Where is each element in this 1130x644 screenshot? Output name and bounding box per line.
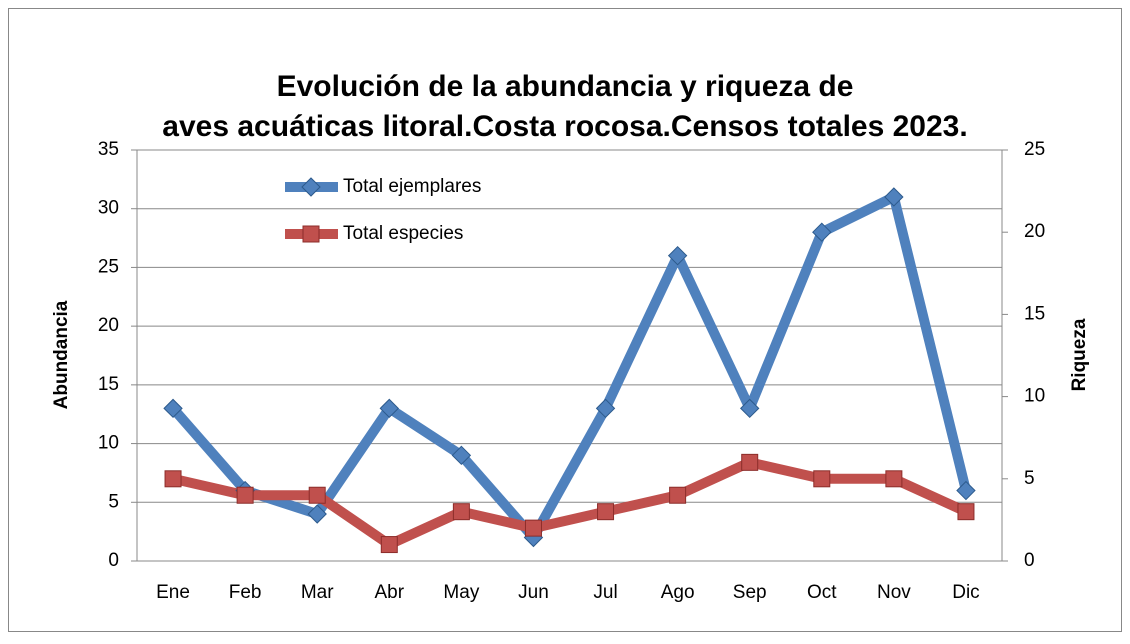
y-axis-label: Abundancia — [51, 300, 72, 409]
x-tick-label: Mar — [301, 582, 334, 603]
data-point — [308, 486, 326, 504]
series-line — [169, 191, 971, 543]
data-point — [957, 503, 975, 521]
y2-tick-label: 0 — [1024, 550, 1035, 571]
data-point — [595, 398, 616, 419]
y-tick-label: 20 — [98, 315, 119, 336]
data-point — [524, 519, 542, 537]
legend-marker — [301, 177, 321, 197]
data-point — [812, 222, 832, 242]
y-tick-label: 25 — [98, 256, 119, 277]
series-line — [171, 457, 969, 550]
data-point — [380, 536, 398, 554]
legend-label: Total ejemplares — [343, 176, 481, 197]
x-tick-label: Dic — [952, 582, 979, 603]
x-tick-label: Abr — [375, 582, 405, 603]
y-tick-label: 15 — [98, 374, 119, 395]
y-tick-label: 0 — [108, 550, 119, 571]
data-point — [740, 398, 760, 419]
x-tick-label: Sep — [733, 582, 767, 603]
y2-tick-label: 25 — [1024, 139, 1045, 160]
y2-tick-label: 5 — [1024, 468, 1035, 489]
y2-tick-label: 10 — [1024, 386, 1045, 407]
y-tick-label: 35 — [98, 139, 119, 160]
y-tick-label: 30 — [98, 198, 119, 219]
data-point — [451, 445, 472, 466]
x-tick-label: Ago — [661, 582, 695, 603]
x-tick-label: Jul — [593, 582, 617, 603]
y2-tick-label: 20 — [1024, 221, 1045, 242]
data-point — [236, 486, 254, 504]
x-tick-label: Oct — [807, 582, 837, 603]
data-point — [956, 480, 976, 501]
x-tick-label: Feb — [229, 582, 262, 603]
data-point — [307, 504, 327, 524]
y-tick-label: 5 — [108, 491, 119, 512]
x-tick-label: May — [443, 582, 479, 603]
x-tick-label: Nov — [877, 582, 911, 603]
y2-axis-label: Riqueza — [1069, 318, 1090, 391]
data-point — [813, 470, 831, 488]
data-point — [163, 398, 183, 419]
data-point — [741, 453, 759, 471]
data-point — [669, 486, 687, 504]
data-point — [884, 187, 904, 207]
chart-title: Evolución de la abundancia y riqueza de a… — [162, 70, 967, 143]
data-point — [597, 503, 615, 521]
data-point — [452, 503, 470, 521]
data-point — [667, 245, 688, 266]
legend-label: Total especies — [343, 223, 463, 244]
x-tick-label: Jun — [518, 582, 549, 603]
chart-border — [8, 8, 1122, 632]
y2-tick-label: 15 — [1024, 303, 1045, 324]
y-tick-label: 10 — [98, 433, 119, 454]
data-point — [164, 470, 182, 488]
x-tick-label: Ene — [156, 582, 190, 603]
legend-marker — [302, 225, 320, 243]
data-point — [379, 398, 399, 419]
data-point — [885, 470, 903, 488]
